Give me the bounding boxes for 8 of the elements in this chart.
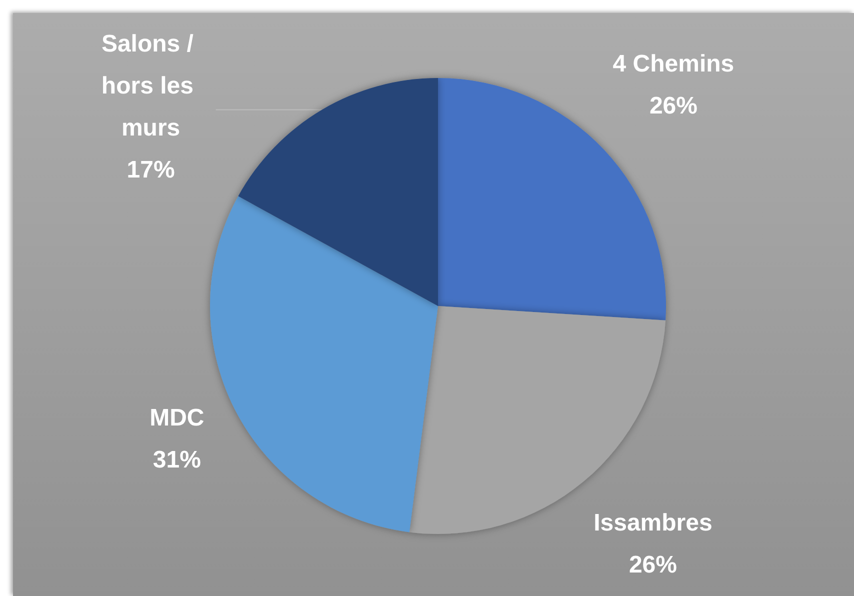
data-label: 17% xyxy=(126,156,175,184)
slice-label: Salons / hors les murs xyxy=(101,30,200,142)
data-label: 31% xyxy=(152,446,201,474)
slice-label: Issambres xyxy=(594,510,712,536)
data-label: 26% xyxy=(628,552,677,578)
data-label: 26% xyxy=(649,92,698,120)
slice-label: 4 Chemins xyxy=(612,50,734,78)
slice-label: MDC xyxy=(150,404,204,432)
